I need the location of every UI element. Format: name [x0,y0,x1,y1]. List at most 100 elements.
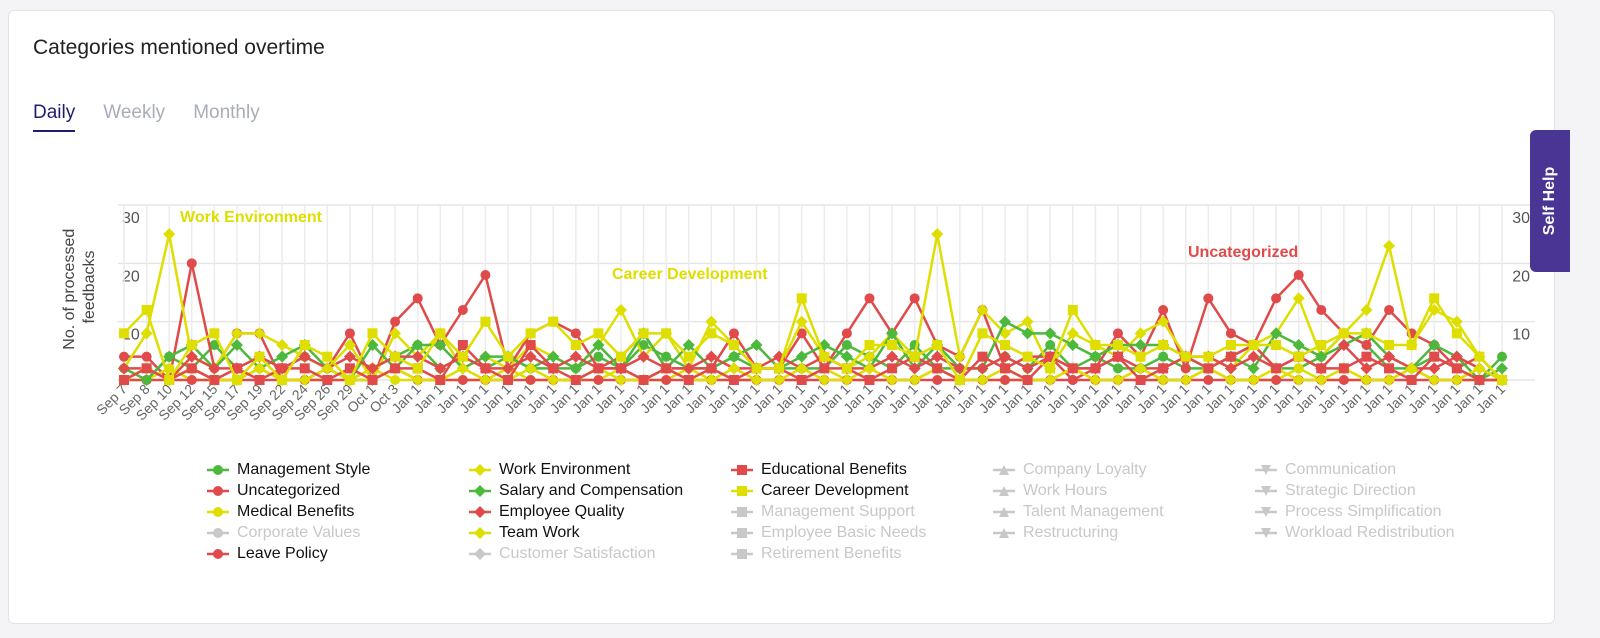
data-point-team-work [1247,374,1260,386]
legend-symbol [1261,485,1271,496]
legend-item-salary-and-compensation[interactable]: Salary and Compensation [469,480,731,501]
data-point-management-style [209,340,220,350]
data-point-work-environment [1134,327,1147,340]
data-point-educational-benefits [1045,351,1056,362]
data-point-salary-and-compensation [750,339,763,351]
data-point-educational-benefits [887,363,898,374]
data-point-team-work [1450,374,1463,386]
data-point-career-development [525,328,536,339]
legend-symbol [474,484,486,497]
data-point-educational-benefits [1158,363,1169,374]
legend-item-uncategorized[interactable]: Uncategorized [207,480,469,501]
data-point-career-development [1225,340,1236,350]
data-point-uncategorized [864,293,875,304]
y-tick-label-right: 30 [1512,210,1530,227]
legend-symbol [737,485,747,496]
data-point-educational-benefits [141,363,152,374]
data-point-career-development [593,328,604,339]
data-point-salary-and-compensation [479,350,492,363]
data-point-career-development [503,351,514,362]
data-point-team-work [1157,374,1170,386]
legend-item-management-support[interactable]: Management Support [731,501,993,522]
data-point-career-development [932,340,943,350]
tab-monthly[interactable]: Monthly [193,102,260,123]
data-point-educational-benefits [457,340,468,350]
series-annotation: Work Environment [180,209,323,226]
circle-marker-icon [207,548,229,559]
self-help-button[interactable]: Self Help [1530,130,1570,272]
legend-item-work-hours[interactable]: Work Hours [993,480,1255,501]
legend-item-process-simplification[interactable]: Process Simplification [1255,501,1517,522]
data-point-career-development [119,328,129,339]
legend-item-corporate-values[interactable]: Corporate Values [207,522,469,543]
data-point-work-environment [795,315,808,328]
data-point-employee-quality [999,350,1012,363]
diamond-marker-icon [469,547,491,560]
tab-weekly[interactable]: Weekly [103,102,166,123]
data-point-employee-quality [298,350,311,363]
legend-item-management-style[interactable]: Management Style [207,459,469,480]
data-point-uncategorized [1112,328,1123,339]
legend-item-workload-redistribution[interactable]: Workload Redistribution [1255,522,1517,543]
legend-item-company-loyalty[interactable]: Company Loyalty [993,459,1255,480]
data-point-career-development [480,316,491,327]
self-help-label: Self Help [1541,166,1558,236]
legend-item-retirement-benefits[interactable]: Retirement Benefits [731,543,993,564]
legend-item-communication[interactable]: Communication [1255,459,1517,480]
data-point-educational-benefits [1451,363,1462,374]
data-point-employee-quality [637,350,650,363]
data-point-team-work [547,374,560,386]
data-point-educational-benefits [186,363,197,374]
data-point-career-development [1090,340,1101,350]
legend-item-strategic-direction[interactable]: Strategic Direction [1255,480,1517,501]
legend-item-employee-quality[interactable]: Employee Quality [469,501,731,522]
legend-item-employee-basic-needs[interactable]: Employee Basic Needs [731,522,993,543]
legend-symbol [737,506,747,517]
legend-item-medical-benefits[interactable]: Medical Benefits [207,501,469,522]
data-point-employee-quality [1360,362,1373,375]
data-point-salary-and-compensation [1089,350,1102,363]
data-point-leave-policy [1067,375,1078,385]
data-point-leave-policy [932,375,943,385]
legend-item-career-development[interactable]: Career Development [731,480,993,501]
triangle-marker-icon [993,485,1015,496]
legend-label: Leave Policy [237,544,328,562]
data-point-educational-benefits [254,375,265,385]
legend-item-restructuring[interactable]: Restructuring [993,522,1255,543]
tab-daily[interactable]: Daily [33,102,76,132]
data-point-career-development [164,375,175,385]
data-point-career-development [570,340,581,350]
legend-symbol [1261,506,1271,517]
legend-symbol [737,548,747,559]
legend-item-customer-satisfaction[interactable]: Customer Satisfaction [469,543,731,564]
data-point-salary-and-compensation [569,362,582,375]
data-point-educational-benefits [932,363,943,374]
legend-item-team-work[interactable]: Team Work [469,522,731,543]
legend-item-work-environment[interactable]: Work Environment [469,459,731,480]
data-point-career-development [1180,351,1191,362]
data-point-career-development [1338,328,1349,339]
data-point-career-development [1158,340,1169,350]
triangle-marker-icon [993,527,1015,538]
data-point-uncategorized [796,328,807,339]
data-point-management-style [1045,340,1056,350]
data-point-employee-quality [1224,362,1237,375]
data-point-career-development [254,351,265,362]
data-point-career-development [887,340,898,350]
data-point-medical-benefits [390,375,401,385]
data-point-salary-and-compensation [592,339,605,351]
legend-item-educational-benefits[interactable]: Educational Benefits [731,459,993,480]
data-point-career-development [231,375,242,385]
legend-symbol [737,464,747,475]
data-point-team-work [1315,374,1328,386]
legend-label: Employee Quality [499,502,625,520]
data-point-salary-and-compensation [682,339,695,351]
data-point-team-work [840,374,853,386]
data-point-leave-policy [525,375,536,385]
data-point-educational-benefits [1316,363,1327,374]
legend-item-talent-management[interactable]: Talent Management [993,501,1255,522]
legend-item-leave-policy[interactable]: Leave Policy [207,543,469,564]
data-point-educational-benefits [1225,351,1236,362]
legend-label: Company Loyalty [1023,460,1147,478]
data-point-salary-and-compensation [999,315,1012,328]
